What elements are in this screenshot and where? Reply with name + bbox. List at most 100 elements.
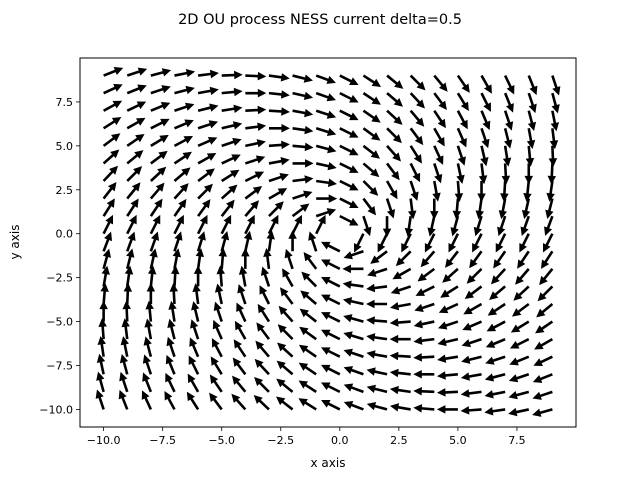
field-arrow	[321, 277, 341, 288]
field-arrow	[484, 373, 506, 382]
field-arrow	[409, 145, 422, 164]
field-arrow	[209, 392, 223, 411]
field-arrow	[532, 390, 553, 400]
x-axis-ticks: −10.0 −7.5 −5.0 −2.5 0.0 2.5 5.0 7.5	[87, 427, 526, 447]
field-arrow	[366, 283, 388, 293]
field-arrow	[244, 214, 255, 235]
field-arrow	[218, 247, 227, 269]
field-arrow	[534, 338, 554, 350]
field-arrow	[173, 119, 194, 130]
field-arrow	[298, 398, 317, 411]
x-tick-label: −2.5	[267, 434, 294, 447]
field-arrow	[475, 198, 484, 220]
field-arrow	[456, 163, 465, 184]
field-arrow	[221, 87, 243, 97]
field-arrow	[254, 358, 270, 376]
field-arrow	[236, 302, 247, 323]
field-arrow	[315, 144, 337, 154]
field-arrow	[485, 337, 506, 348]
field-arrow	[339, 214, 359, 226]
field-arrow	[292, 74, 313, 83]
field-arrow	[354, 233, 365, 253]
field-arrow	[126, 198, 139, 217]
field-arrow	[551, 92, 560, 114]
field-arrow	[298, 344, 317, 358]
field-arrow	[503, 110, 514, 131]
field-arrow	[221, 70, 243, 80]
field-arrow	[386, 144, 401, 162]
field-arrow	[299, 326, 317, 341]
field-arrow	[524, 163, 534, 185]
field-arrow	[150, 150, 168, 165]
field-arrow	[191, 301, 200, 322]
field-arrow	[342, 264, 364, 274]
field-arrow	[149, 231, 160, 252]
field-arrow	[366, 384, 388, 394]
field-arrow	[263, 248, 272, 270]
field-arrow	[545, 198, 554, 219]
field-arrow	[102, 248, 112, 270]
field-arrow	[149, 198, 163, 217]
field-arrow	[339, 74, 359, 85]
field-arrow	[385, 180, 398, 200]
field-arrow	[315, 74, 336, 84]
field-arrow	[414, 302, 435, 312]
field-arrow	[366, 402, 388, 411]
field-arrow	[437, 320, 459, 330]
field-arrow	[417, 267, 436, 282]
field-arrow	[196, 231, 206, 252]
field-arrow	[519, 233, 530, 253]
field-arrow	[544, 215, 554, 236]
field-arrow	[389, 351, 411, 361]
field-arrow	[386, 92, 403, 107]
field-arrow	[321, 364, 341, 376]
field-arrow	[276, 360, 294, 376]
field-arrow	[362, 109, 381, 123]
field-arrow	[321, 400, 341, 411]
field-arrow	[221, 121, 243, 130]
field-arrow	[362, 74, 382, 87]
field-arrow	[409, 127, 424, 146]
field-arrow	[315, 214, 326, 235]
field-arrow	[527, 92, 537, 114]
field-arrow	[413, 353, 435, 362]
field-arrow	[102, 165, 119, 182]
field-arrow	[231, 393, 247, 411]
field-arrow	[321, 312, 341, 323]
field-arrow	[503, 92, 514, 113]
plot-frame	[79, 57, 577, 428]
field-arrow	[445, 250, 459, 268]
field-arrow	[102, 117, 122, 130]
field-arrow	[197, 153, 217, 165]
chart-title: 2D OU process NESS current delta=0.5	[178, 12, 462, 28]
field-arrow	[126, 150, 144, 165]
field-arrow	[501, 163, 511, 185]
field-arrow	[174, 85, 195, 95]
field-arrow	[432, 180, 441, 202]
field-arrow	[169, 283, 179, 305]
field-arrow	[539, 268, 554, 286]
field-arrow	[241, 247, 250, 269]
field-arrow	[463, 302, 483, 315]
field-arrow	[413, 404, 435, 413]
x-tick-label: 7.5	[508, 434, 526, 447]
field-arrow	[366, 350, 388, 359]
field-arrow	[484, 407, 506, 416]
field-arrow	[282, 268, 294, 288]
field-arrow	[485, 355, 506, 365]
field-arrow	[221, 104, 243, 113]
field-arrow	[255, 340, 270, 358]
field-arrow	[244, 185, 263, 200]
field-arrow	[515, 268, 530, 285]
field-arrow	[343, 366, 364, 376]
field-arrow	[433, 109, 446, 129]
field-arrow	[211, 338, 223, 358]
field-arrow	[220, 184, 238, 200]
field-arrow	[366, 299, 388, 309]
field-arrow	[377, 233, 389, 253]
y-tick-label: 7.5	[56, 96, 74, 109]
field-arrow	[342, 297, 364, 306]
field-arrow	[502, 145, 512, 167]
field-arrow	[537, 285, 554, 302]
